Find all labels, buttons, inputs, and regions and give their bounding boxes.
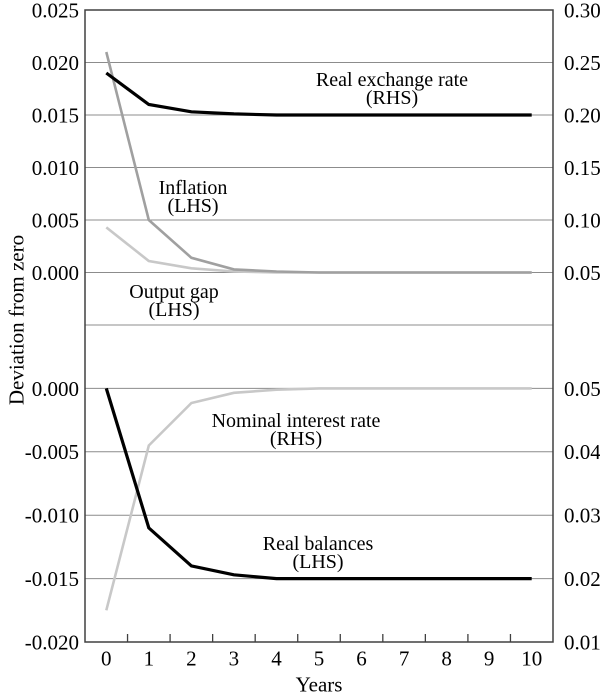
annotation-output-gap-name: Output gap <box>129 281 218 303</box>
annotation-output-gap-axis-tag: (LHS) <box>148 299 199 321</box>
right-axis-tick-label: 0.04 <box>564 440 600 464</box>
x-axis-tick-label: 2 <box>186 646 197 670</box>
x-axis-tick-label: 7 <box>399 646 410 670</box>
right-axis-tick-label: 0.01 <box>564 630 600 654</box>
x-axis-tick-label: 6 <box>356 646 367 670</box>
x-axis-tick-label: 10 <box>521 646 542 670</box>
annotation-nominal-interest-rate-name: Nominal interest rate <box>212 410 381 432</box>
x-axis-tick-label: 4 <box>271 646 282 670</box>
annotation-nominal-interest-rate-axis-tag: (RHS) <box>270 428 322 450</box>
right-axis-tick-label: 0.02 <box>564 567 600 591</box>
annotation-inflation-axis-tag: (LHS) <box>167 195 218 217</box>
x-axis-tick-label: 1 <box>144 646 155 670</box>
annotation-real-balances-name: Real balances <box>263 533 374 555</box>
left-axis-tick-label: 0.020 <box>32 51 79 75</box>
y-axis-title: Deviation from zero <box>4 235 28 405</box>
left-axis-tick-label: 0.025 <box>32 0 79 22</box>
x-axis-tick-label: 8 <box>441 646 452 670</box>
x-axis-tick-label: 5 <box>314 646 325 670</box>
annotation-real-exchange-rate-axis-tag: (RHS) <box>366 87 418 109</box>
series-line-inflation <box>105 51 532 274</box>
right-axis-tick-label: 0.03 <box>564 504 600 528</box>
annotation-real-balances-axis-tag: (LHS) <box>292 551 343 573</box>
left-axis-tick-label: -0.005 <box>25 440 79 464</box>
series-line-nominal-interest-rate <box>105 387 532 611</box>
annotation-real-exchange-rate-name: Real exchange rate <box>316 69 468 91</box>
left-axis-tick-label: 0.000 <box>32 377 79 401</box>
left-axis-tick-label: 0.000 <box>32 261 79 285</box>
left-axis-tick-label: 0.005 <box>32 208 79 232</box>
right-axis-tick-label: 0.20 <box>564 103 600 127</box>
left-axis-tick-label: -0.015 <box>25 567 79 591</box>
left-axis-tick-label: -0.020 <box>25 630 79 654</box>
right-axis-tick-label: 0.10 <box>564 208 600 232</box>
right-axis-tick-label: 0.15 <box>564 156 600 180</box>
plot-frame <box>84 9 554 643</box>
x-axis-tick-label: 9 <box>484 646 495 670</box>
right-axis-tick-label: 0.05 <box>564 261 600 285</box>
right-axis-tick-label: 0.05 <box>564 377 600 401</box>
left-axis-tick-label: -0.010 <box>25 504 79 528</box>
right-axis-tick-label: 0.30 <box>564 0 600 22</box>
right-axis-tick-label: 0.25 <box>564 51 600 75</box>
left-axis-tick-label: 0.010 <box>32 156 79 180</box>
x-axis-tick-label: 3 <box>229 646 240 670</box>
x-axis-title: Years <box>296 672 343 694</box>
series-line-real-exchange-rate <box>105 71 532 117</box>
left-axis-tick-label: 0.015 <box>32 103 79 127</box>
series-line-real-balances <box>104 387 532 581</box>
x-axis-tick-label: 0 <box>101 646 112 670</box>
annotation-inflation-name: Inflation <box>159 177 228 199</box>
